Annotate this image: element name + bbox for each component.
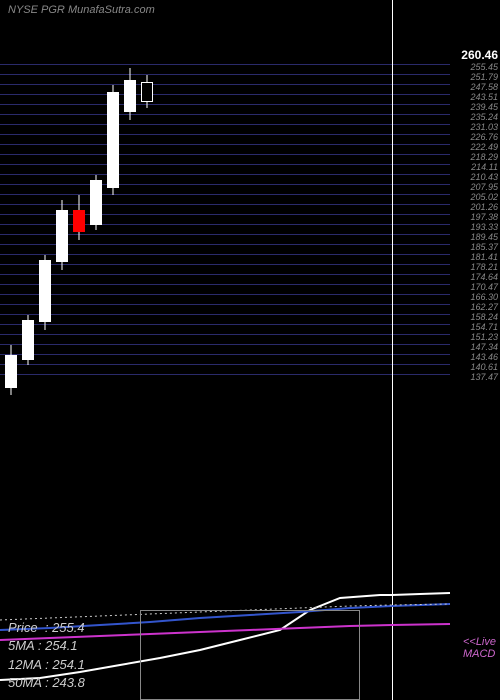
y-axis-label: 210.43 xyxy=(470,172,498,182)
grid-hline xyxy=(0,124,450,125)
y-axis-label: 197.38 xyxy=(470,212,498,222)
y-axis-label: 174.64 xyxy=(470,272,498,282)
price-panel xyxy=(0,54,450,404)
y-axis-label: 193.33 xyxy=(470,222,498,232)
y-axis-label: 162.27 xyxy=(470,302,498,312)
y-axis-label: 147.34 xyxy=(470,342,498,352)
price-value: 255.4 xyxy=(52,620,85,635)
source-label: MunafaSutra.com xyxy=(68,4,155,16)
candle-body xyxy=(124,80,136,112)
grid-hline xyxy=(0,104,450,105)
candle-body xyxy=(56,210,68,262)
ma5-value: 254.1 xyxy=(45,638,78,653)
grid-hline xyxy=(0,294,450,295)
candle-body xyxy=(107,92,119,188)
grid-hline xyxy=(0,274,450,275)
grid-hline xyxy=(0,284,450,285)
grid-hline xyxy=(0,164,450,165)
y-axis-label: 154.71 xyxy=(470,322,498,332)
candle-body xyxy=(90,180,102,225)
y-axis-label: 235.24 xyxy=(470,112,498,122)
candle-body xyxy=(5,355,17,388)
grid-hline xyxy=(0,314,450,315)
price-label: Price xyxy=(8,620,38,635)
y-axis-label: 151.23 xyxy=(470,332,498,342)
candle-body xyxy=(141,82,153,102)
y-axis-label: 170.47 xyxy=(470,282,498,292)
grid-hline xyxy=(0,174,450,175)
grid-hline xyxy=(0,134,450,135)
ma12-label: 12MA xyxy=(8,657,41,672)
y-axis-label: 201.26 xyxy=(470,202,498,212)
grid-hline xyxy=(0,324,450,325)
y-axis-label: 247.58 xyxy=(470,82,498,92)
y-axis-label: 158.24 xyxy=(470,312,498,322)
y-axis-label: 243.51 xyxy=(470,92,498,102)
y-axis-label: 239.45 xyxy=(470,102,498,112)
y-axis-label: 143.46 xyxy=(470,352,498,362)
ma50-value: 243.8 xyxy=(52,675,85,690)
grid-hline xyxy=(0,334,450,335)
price-row: Price : 255.4 xyxy=(8,619,85,637)
grid-hline xyxy=(0,184,450,185)
y-axis-label: 251.79 xyxy=(470,72,498,82)
grid-hline xyxy=(0,194,450,195)
grid-hline xyxy=(0,354,450,355)
grid-hline xyxy=(0,344,450,345)
exchange-label: NYSE xyxy=(8,4,38,16)
macd-prefix: <<Live xyxy=(463,636,496,648)
y-axis-label: 178.21 xyxy=(470,262,498,272)
ma5-row: 5MA : 254.1 xyxy=(8,637,85,655)
macd-text: MACD xyxy=(463,648,495,660)
grid-hline xyxy=(0,204,450,205)
grid-hline xyxy=(0,144,450,145)
macd-box xyxy=(140,610,360,700)
info-box: Price : 255.4 5MA : 254.1 12MA : 254.1 5… xyxy=(8,619,85,692)
y-axis-label: 214.11 xyxy=(471,162,498,172)
grid-hline xyxy=(0,304,450,305)
candle-body xyxy=(73,210,85,232)
y-axis-label: 205.02 xyxy=(470,192,498,202)
ma50-row: 50MA : 243.8 xyxy=(8,674,85,692)
ma12-value: 254.1 xyxy=(52,657,85,672)
grid-hline xyxy=(0,264,450,265)
y-axis-label: 189.45 xyxy=(470,232,498,242)
ma5-label: 5MA xyxy=(8,638,34,653)
grid-hline xyxy=(0,64,450,65)
grid-hline xyxy=(0,94,450,95)
y-axis-label: 231.03 xyxy=(470,122,498,132)
grid-hline xyxy=(0,154,450,155)
y-axis-label: 181.41 xyxy=(470,252,498,262)
chart-container: NYSE PGR MunafaSutra.com 260.46 255.4525… xyxy=(0,0,500,700)
ma12-row: 12MA : 254.1 xyxy=(8,656,85,674)
macd-label: <<Live MACD xyxy=(463,636,496,660)
ma50-label: 50MA xyxy=(8,675,41,690)
ticker-label: PGR xyxy=(41,4,65,16)
grid-hline xyxy=(0,84,450,85)
candle-body xyxy=(22,320,34,360)
grid-hline xyxy=(0,364,450,365)
y-axis-label: 255.45 xyxy=(470,62,498,72)
y-axis-label: 137.47 xyxy=(470,372,498,382)
candle-body xyxy=(39,260,51,322)
y-axis-label: 222.49 xyxy=(470,142,498,152)
y-axis-label: 218.29 xyxy=(470,152,498,162)
y-axis-label: 185.37 xyxy=(470,242,498,252)
y-axis-label: 226.76 xyxy=(470,132,498,142)
grid-hline xyxy=(0,374,450,375)
y-axis-label: 166.30 xyxy=(470,292,498,302)
y-axis-label: 140.61 xyxy=(470,362,498,372)
grid-hline xyxy=(0,74,450,75)
y-axis-label: 207.95 xyxy=(470,182,498,192)
grid-hline xyxy=(0,114,450,115)
chart-header: NYSE PGR MunafaSutra.com xyxy=(8,4,155,16)
price-top-label: 260.46 xyxy=(461,48,498,62)
